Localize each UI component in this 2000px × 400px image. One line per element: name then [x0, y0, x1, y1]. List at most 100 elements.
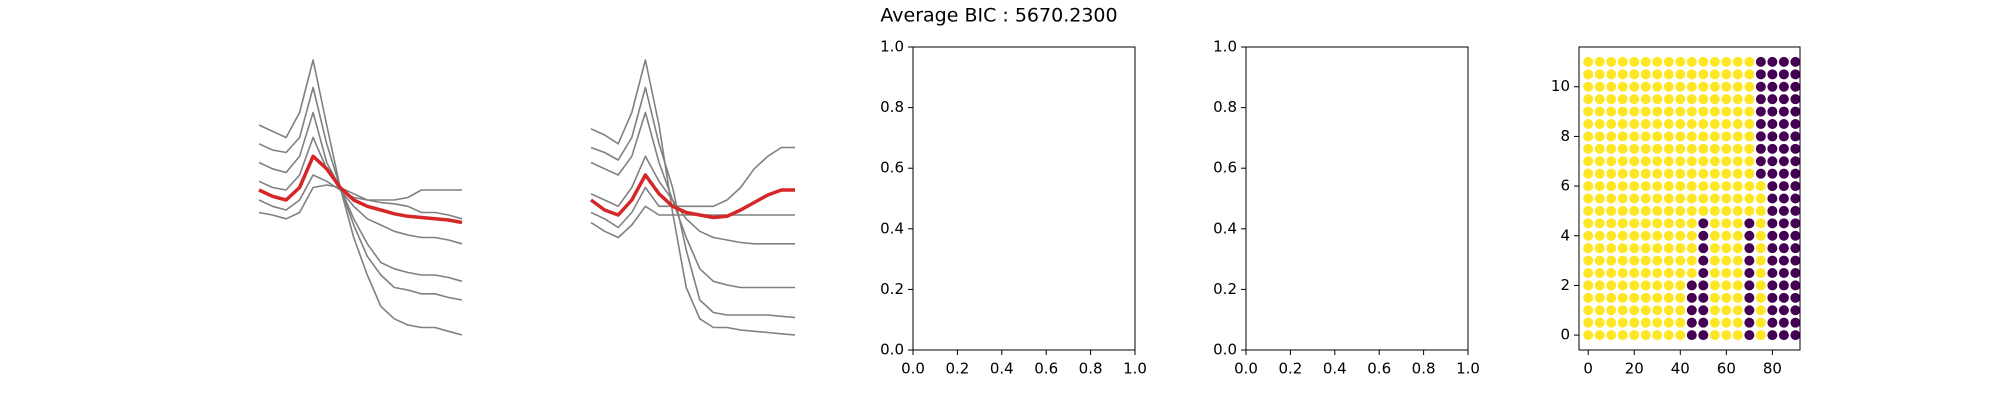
scatter-point	[1778, 218, 1789, 229]
x-tick-label: 20	[1625, 360, 1644, 378]
scatter-point	[1709, 292, 1720, 303]
scatter-point	[1790, 81, 1801, 92]
y-tick-label: 0.2	[880, 280, 904, 298]
scatter-point	[1698, 330, 1709, 341]
scatter-point	[1767, 168, 1778, 179]
scatter-point	[1698, 106, 1709, 117]
scatter-point	[1606, 292, 1617, 303]
scatter-point	[1663, 193, 1674, 204]
scatter-point	[1640, 131, 1651, 142]
scatter-point	[1617, 143, 1628, 154]
scatter-point	[1732, 218, 1743, 229]
scatter-point	[1594, 193, 1605, 204]
scatter-point	[1652, 181, 1663, 192]
scatter-point	[1778, 168, 1789, 179]
y-tick-label: 6	[1560, 177, 1570, 195]
scatter-point	[1640, 317, 1651, 328]
scatter-point	[1675, 156, 1686, 167]
scatter-point	[1744, 81, 1755, 92]
scatter-point	[1778, 330, 1789, 341]
scatter-point	[1732, 143, 1743, 154]
scatter-point	[1767, 106, 1778, 117]
scatter-point	[1790, 255, 1801, 266]
scatter-point	[1744, 69, 1755, 80]
scatter-point	[1721, 330, 1732, 341]
scatter-point	[1744, 292, 1755, 303]
scatter-point	[1629, 143, 1640, 154]
scatter-point	[1594, 230, 1605, 241]
scatter-point	[1640, 292, 1651, 303]
scatter-point	[1698, 280, 1709, 291]
scatter-point	[1652, 143, 1663, 154]
scatter-point	[1686, 330, 1697, 341]
scatter-point	[1594, 69, 1605, 80]
x-tick-label: 0.8	[1079, 360, 1103, 378]
scatter-point	[1744, 118, 1755, 129]
scatter-point	[1606, 268, 1617, 279]
scatter-point	[1652, 193, 1663, 204]
scatter-point	[1675, 94, 1686, 105]
series-line	[258, 86, 463, 301]
scatter-point	[1606, 94, 1617, 105]
scatter-point	[1778, 131, 1789, 142]
scatter-point	[1594, 156, 1605, 167]
scatter-point	[1732, 330, 1743, 341]
scatter-point	[1663, 131, 1674, 142]
scatter-point	[1606, 330, 1617, 341]
x-tick-label: 80	[1763, 360, 1782, 378]
scatter-point	[1640, 205, 1651, 216]
scatter-point	[1594, 280, 1605, 291]
scatter-point	[1594, 143, 1605, 154]
scatter-point	[1721, 218, 1732, 229]
scatter-point	[1721, 280, 1732, 291]
scatter-point	[1640, 305, 1651, 316]
scatter-point	[1686, 218, 1697, 229]
scatter-point	[1698, 230, 1709, 241]
scatter-point	[1583, 168, 1594, 179]
scatter-point	[1675, 181, 1686, 192]
scatter-point	[1698, 181, 1709, 192]
scatter-point	[1594, 94, 1605, 105]
scatter-point	[1744, 218, 1755, 229]
scatter-point	[1744, 131, 1755, 142]
scatter-point	[1790, 143, 1801, 154]
scatter-point	[1732, 280, 1743, 291]
y-tick-label: 0.4	[1213, 219, 1237, 237]
x-tick-label: 0.6	[1034, 360, 1058, 378]
scatter-point	[1721, 106, 1732, 117]
scatter-point	[1767, 280, 1778, 291]
y-tick-label: 1.0	[880, 38, 904, 56]
scatter-point	[1686, 255, 1697, 266]
scatter-point	[1709, 94, 1720, 105]
scatter-point	[1767, 255, 1778, 266]
scatter-point	[1617, 156, 1628, 167]
scatter-point	[1698, 69, 1709, 80]
y-tick-label: 0.2	[1213, 280, 1237, 298]
scatter-point	[1617, 230, 1628, 241]
scatter-point	[1594, 106, 1605, 117]
scatter-point	[1606, 230, 1617, 241]
scatter-point	[1629, 317, 1640, 328]
scatter-point	[1583, 280, 1594, 291]
scatter-point	[1698, 81, 1709, 92]
y-tick-label: 8	[1560, 127, 1570, 145]
scatter-point	[1606, 106, 1617, 117]
scatter-point	[1755, 131, 1766, 142]
scatter-point	[1629, 69, 1640, 80]
scatter-point	[1790, 280, 1801, 291]
scatter-point	[1755, 292, 1766, 303]
scatter-point	[1709, 168, 1720, 179]
scatter-point	[1629, 56, 1640, 67]
scatter-point	[1663, 156, 1674, 167]
scatter-point	[1778, 205, 1789, 216]
scatter-point	[1640, 94, 1651, 105]
scatter-point	[1617, 118, 1628, 129]
scatter-point	[1709, 81, 1720, 92]
series-line	[590, 111, 795, 289]
scatter-point	[1767, 118, 1778, 129]
scatter-point	[1767, 230, 1778, 241]
scatter-point	[1767, 330, 1778, 341]
scatter-point	[1755, 181, 1766, 192]
figure-title: Average BIC : 5670.2300	[880, 5, 1117, 27]
scatter-point	[1663, 305, 1674, 316]
